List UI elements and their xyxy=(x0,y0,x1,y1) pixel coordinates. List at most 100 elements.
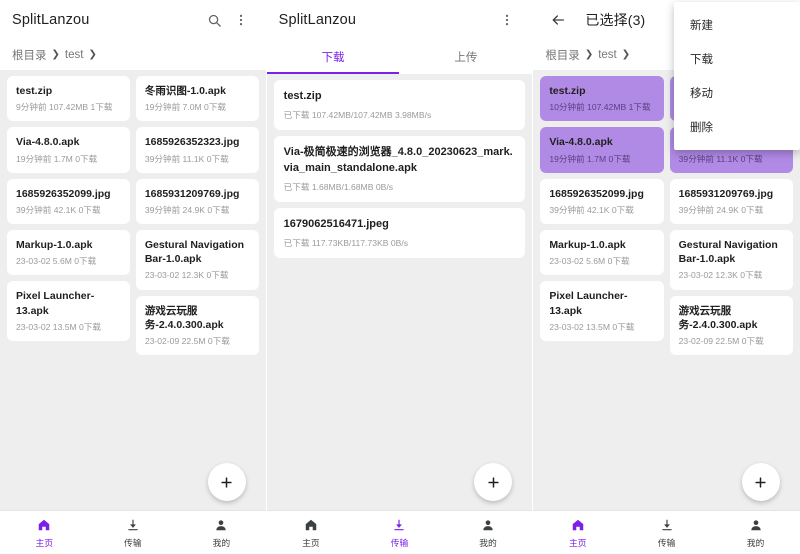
add-fab[interactable] xyxy=(207,463,246,501)
file-name: test.zip xyxy=(549,85,586,97)
file-card[interactable]: test.zip 9分钟前 107.42MB 1下载 xyxy=(7,76,130,122)
file-name: 游戏云玩服务-2.4.0.300.apk xyxy=(144,304,224,331)
download-list: test.zip 已下载 107.42MB/107.42MB 3.98MB/s … xyxy=(273,80,526,258)
file-name: Markup-1.0.apk xyxy=(549,239,626,252)
nav-item-transfer[interactable]: 传输 xyxy=(89,511,178,554)
nav-item-transfer[interactable]: 传输 xyxy=(622,511,711,554)
file-meta: 19分钟前 1.7M 0下载 xyxy=(549,153,631,164)
nav-label: 我的 xyxy=(746,537,765,548)
file-card[interactable]: Via-4.8.0.apk 19分钟前 1.7M 0下载 xyxy=(540,127,664,173)
menu-item-download[interactable]: 下载 xyxy=(689,54,713,66)
file-card[interactable]: 冬雨识图-1.0.apk 19分钟前 7.0M 0下载 xyxy=(135,76,259,122)
nav-item-profile[interactable]: 我的 xyxy=(711,511,800,554)
file-card[interactable]: Via-4.8.0.apk 19分钟前 1.7M 0下载 xyxy=(7,127,130,173)
nav-item-profile[interactable]: 我的 xyxy=(177,511,266,554)
download-item[interactable]: 1679062516471.jpeg 已下载 117.73KB/117.73KB… xyxy=(273,207,526,258)
download-name: Via-极简极速的浏览器_4.8.0_20230623_mark.via_mai… xyxy=(283,145,513,174)
file-meta: 39分钟前 24.9K 0下载 xyxy=(144,204,230,215)
file-card[interactable]: 1685931209769.jpg 39分钟前 24.9K 0下载 xyxy=(669,178,793,225)
file-grid-scroll[interactable]: test.zip 9分钟前 107.42MB 1下载 Via-4.8.0.apk… xyxy=(0,70,266,510)
person-icon xyxy=(214,518,228,537)
download-name: test.zip xyxy=(283,90,322,102)
panel-files-browser: SplitLanzou 根目录 ❯ test ❯ xyxy=(0,0,267,554)
add-fab[interactable] xyxy=(741,463,780,501)
file-card[interactable]: test.zip 10分钟前 107.42MB 1下载 xyxy=(540,76,664,122)
nav-item-home[interactable]: 主页 xyxy=(0,511,89,554)
file-card[interactable]: 1685931209769.jpg 39分钟前 24.9K 0下载 xyxy=(135,178,259,225)
home-icon xyxy=(571,518,585,537)
download-item[interactable]: Via-极简极速的浏览器_4.8.0_20230623_mark.via_mai… xyxy=(273,135,526,202)
file-name: 1685931209769.jpg xyxy=(678,187,774,200)
nav-item-transfer[interactable]: 传输 xyxy=(355,511,444,554)
add-fab[interactable] xyxy=(474,463,513,501)
file-grid-column-left: test.zip 10分钟前 107.42MB 1下载 Via-4.8.0.ap… xyxy=(540,76,664,341)
file-name: Pixel Launcher-13.apk xyxy=(549,290,628,317)
tab-download[interactable]: 下载 xyxy=(266,40,400,74)
nav-item-home[interactable]: 主页 xyxy=(533,511,622,554)
file-card[interactable]: 游戏云玩服务-2.4.0.300.apk 23-02-09 22.5M 0下载 xyxy=(135,295,259,356)
file-grid-column-right: 冬雨识图-1.0.apk 19分钟前 7.0M 0下载 168592635232… xyxy=(135,76,259,356)
file-card[interactable]: Markup-1.0.apk 23-03-02 5.6M 0下载 xyxy=(540,230,664,276)
file-meta: 19分钟前 1.7M 0下载 xyxy=(16,153,98,164)
overflow-menu-icon[interactable] xyxy=(494,7,520,33)
file-meta: 23-03-02 12.3K 0下载 xyxy=(678,270,763,281)
file-card[interactable]: 1685926352099.jpg 39分钟前 42.1K 0下载 xyxy=(540,178,664,225)
nav-label: 主页 xyxy=(35,537,54,548)
chevron-right-icon: ❯ xyxy=(51,49,60,60)
download-item[interactable]: test.zip 已下载 107.42MB/107.42MB 3.98MB/s xyxy=(273,80,526,130)
file-grid: test.zip 9分钟前 107.42MB 1下载 Via-4.8.0.apk… xyxy=(7,76,259,356)
file-name: Pixel Launcher-13.apk xyxy=(16,290,95,317)
menu-item-move[interactable]: 移动 xyxy=(689,88,713,100)
app-title: SplitLanzou xyxy=(278,12,357,28)
menu-item-new[interactable]: 新建 xyxy=(689,20,713,32)
file-card[interactable]: Pixel Launcher-13.apk 23-03-02 13.5M 0下载 xyxy=(540,281,664,341)
file-card[interactable]: Gestural Navigation Bar-1.0.apk 23-03-02… xyxy=(135,230,259,290)
transfer-tabs: 下载 上传 xyxy=(266,40,533,74)
person-icon xyxy=(481,518,495,537)
file-grid-column-left: test.zip 9分钟前 107.42MB 1下载 Via-4.8.0.apk… xyxy=(7,76,130,341)
file-card[interactable]: Pixel Launcher-13.apk 23-03-02 13.5M 0下载 xyxy=(7,281,130,341)
file-name: 游戏云玩服务-2.4.0.300.apk xyxy=(678,304,758,331)
file-card[interactable]: Gestural Navigation Bar-1.0.apk 23-03-02… xyxy=(669,230,793,290)
file-meta: 39分钟前 11.1K 0下载 xyxy=(144,153,229,164)
nav-item-home[interactable]: 主页 xyxy=(267,511,356,554)
nav-label: 传输 xyxy=(390,537,409,548)
download-list-scroll[interactable]: test.zip 已下载 107.42MB/107.42MB 3.98MB/s … xyxy=(266,74,533,510)
breadcrumb-item-root[interactable]: 根目录 xyxy=(12,50,47,62)
download-progress: 已下载 117.73KB/117.73KB 0B/s xyxy=(283,237,409,248)
file-meta: 39分钟前 42.1K 0下载 xyxy=(549,204,634,215)
file-name: Via-4.8.0.apk xyxy=(549,136,613,149)
file-name: Gestural Navigation Bar-1.0.apk xyxy=(678,239,778,266)
file-card[interactable]: 游戏云玩服务-2.4.0.300.apk 23-02-09 22.5M 0下载 xyxy=(669,295,793,356)
file-card[interactable]: Markup-1.0.apk 23-03-02 5.6M 0下载 xyxy=(7,230,130,276)
file-card[interactable]: 1685926352323.jpg 39分钟前 11.1K 0下载 xyxy=(135,127,259,173)
home-icon xyxy=(304,518,318,537)
breadcrumb-item-test[interactable]: test xyxy=(64,49,84,61)
nav-item-profile[interactable]: 我的 xyxy=(444,511,533,554)
file-meta: 9分钟前 107.42MB 1下载 xyxy=(16,102,113,113)
file-meta: 23-02-09 22.5M 0下载 xyxy=(678,335,764,346)
file-meta: 23-03-02 13.5M 0下载 xyxy=(549,321,635,332)
tab-upload[interactable]: 上传 xyxy=(454,52,478,64)
back-arrow-icon[interactable] xyxy=(545,7,571,33)
chevron-right-icon: ❯ xyxy=(88,49,97,60)
file-meta: 23-03-02 13.5M 0下载 xyxy=(16,321,102,332)
menu-item-delete[interactable]: 删除 xyxy=(689,122,713,134)
download-icon xyxy=(660,518,674,537)
context-menu: 新建 下载 移动 删除 xyxy=(673,2,800,150)
file-name: 1685926352099.jpg xyxy=(16,187,111,200)
overflow-menu-icon[interactable] xyxy=(228,7,254,33)
breadcrumb-item-root[interactable]: 根目录 xyxy=(545,50,580,62)
home-icon xyxy=(37,518,51,537)
file-card[interactable]: 1685926352099.jpg 39分钟前 42.1K 0下载 xyxy=(7,178,130,225)
download-progress: 已下载 1.68MB/1.68MB 0B/s xyxy=(283,181,394,192)
file-name: 1685926352099.jpg xyxy=(549,187,644,200)
bottom-navigation: 主页 传输 我的 xyxy=(0,510,266,554)
download-name: 1679062516471.jpeg xyxy=(283,217,389,230)
file-meta: 23-02-09 22.5M 0下载 xyxy=(144,335,230,346)
file-meta: 19分钟前 7.0M 0下载 xyxy=(144,102,227,113)
file-name: 1685926352323.jpg xyxy=(144,136,240,149)
breadcrumb-item-test[interactable]: test xyxy=(598,49,617,61)
nav-label: 主页 xyxy=(568,537,587,548)
search-icon[interactable] xyxy=(202,7,228,33)
